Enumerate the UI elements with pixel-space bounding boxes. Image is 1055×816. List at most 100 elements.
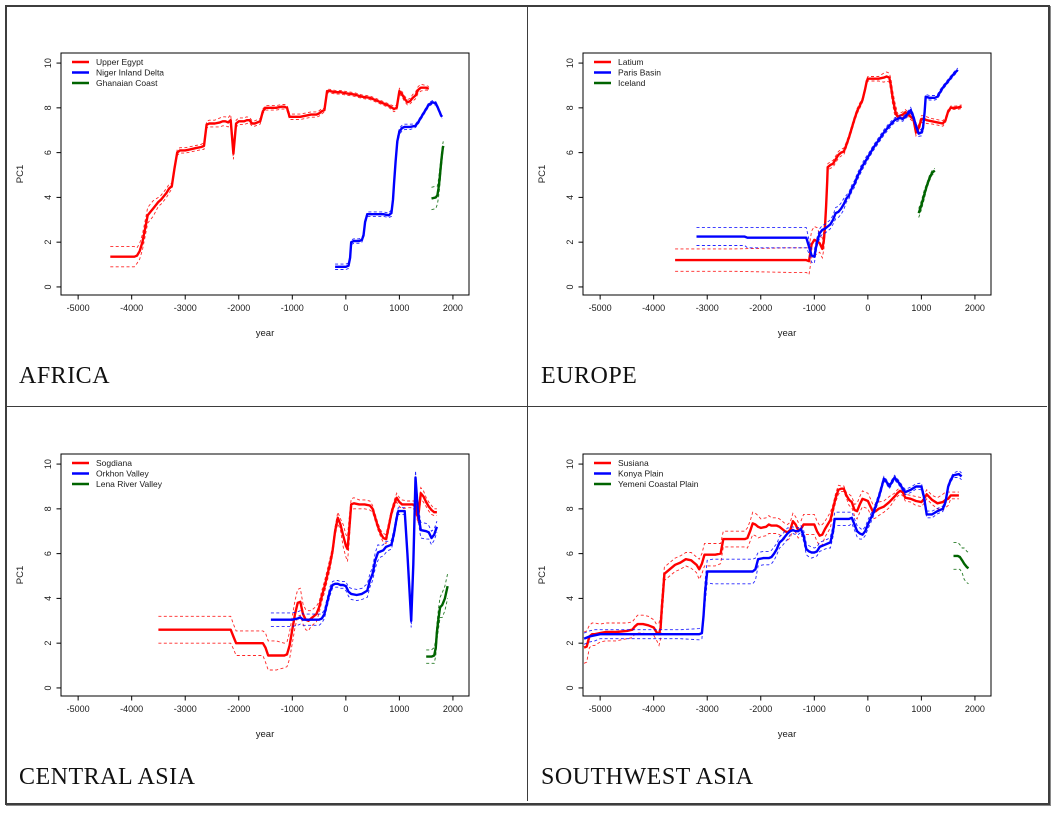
y-tick-label: 2 — [43, 240, 53, 245]
band-upper-latium — [675, 71, 962, 250]
y-tick-label: 4 — [565, 195, 575, 200]
x-tick-label: 2000 — [443, 303, 463, 313]
band-lower-lena-river-valley — [426, 598, 449, 664]
legend-label-upper-egypt: Upper Egypt — [96, 57, 144, 67]
band-upper-paris-basin — [696, 67, 959, 251]
x-tick-label: -2000 — [749, 704, 772, 714]
x-tick-label: 0 — [343, 704, 348, 714]
x-tick-label: -4000 — [120, 303, 143, 313]
series-line-konya-plain — [583, 472, 963, 640]
x-tick-label: 1000 — [911, 704, 931, 714]
x-axis: -5000 -4000 -3000 -2000 -1000 0 1000 2000 year — [589, 696, 985, 740]
x-tick-label: -5000 — [589, 704, 612, 714]
y-tick-label: 2 — [565, 240, 575, 245]
x-tick-label: 2000 — [443, 704, 463, 714]
plot-box — [60, 453, 470, 697]
series-line-susiana — [583, 487, 959, 649]
x-tick-label: -1000 — [281, 303, 304, 313]
y-tick-label: 8 — [43, 105, 53, 110]
y-tick-label: 2 — [565, 641, 575, 646]
band-lower-susiana — [583, 490, 959, 664]
y-axis: 0 2 4 6 8 10 PC1 — [537, 58, 583, 289]
y-tick-label: 10 — [43, 58, 53, 68]
legend-label-iceland: Iceland — [618, 78, 646, 88]
x-axis: -5000 -4000 -3000 -2000 -1000 0 1000 2000 year — [589, 295, 985, 339]
series-line-latium — [675, 75, 962, 263]
y-tick-label: 0 — [43, 284, 53, 289]
x-tick-label: -2000 — [227, 303, 250, 313]
x-tick-label: -1000 — [803, 704, 826, 714]
legend-label-susiana: Susiana — [618, 458, 649, 468]
series-ghanaian-coast — [431, 141, 445, 211]
y-tick-label: 8 — [565, 506, 575, 511]
y-tick-label: 0 — [43, 685, 53, 690]
y-axis-title: PC1 — [537, 566, 548, 584]
legend-label-lena-river-valley: Lena River Valley — [96, 479, 163, 489]
x-tick-label: 1000 — [389, 704, 409, 714]
band-lower-konya-plain — [583, 477, 962, 645]
series-iceland — [917, 167, 936, 218]
y-tick-label: 6 — [43, 150, 53, 155]
legend-label-niger-inland-delta: Niger Inland Delta — [96, 68, 164, 78]
x-axis: -5000 -4000 -3000 -2000 -1000 0 1000 2000 year — [67, 696, 463, 740]
plot-box — [582, 52, 992, 296]
band-lower-iceland — [918, 172, 936, 218]
vertical-divider — [527, 7, 528, 801]
series-paris-basin — [696, 67, 959, 265]
x-tick-label: -5000 — [67, 704, 90, 714]
y-axis-title: PC1 — [15, 566, 26, 584]
series-susiana — [583, 484, 959, 664]
series-niger-inland-delta — [335, 100, 444, 270]
panel-europe: -5000 -4000 -3000 -2000 -1000 0 1000 2000 year 0 2… — [529, 7, 1049, 405]
series-lena-river-valley — [426, 573, 449, 664]
y-tick-label: 6 — [43, 551, 53, 556]
y-axis: 0 2 4 6 8 10 PC1 — [15, 58, 61, 289]
legend-label-konya-plain: Konya Plain — [618, 469, 664, 479]
y-tick-label: 6 — [565, 551, 575, 556]
outer-border — [5, 5, 1050, 805]
x-tick-label: -4000 — [642, 303, 665, 313]
y-tick-label: 2 — [43, 641, 53, 646]
legend-label-yemeni-coastal-plain: Yemeni Coastal Plain — [618, 479, 699, 489]
horizontal-divider — [7, 406, 1047, 407]
legend-label-orkhon-valley: Orkhon Valley — [96, 469, 150, 479]
x-tick-label: -2000 — [749, 303, 772, 313]
x-tick-label: 0 — [343, 303, 348, 313]
series-line-ghanaian-coast — [431, 145, 445, 200]
band-lower-yemeni-coastal-plain — [953, 568, 969, 585]
y-tick-label: 4 — [43, 195, 53, 200]
x-tick-label: 2000 — [965, 303, 985, 313]
band-upper-niger-inland-delta — [335, 100, 443, 265]
plot-box — [60, 52, 470, 296]
y-axis-title: PC1 — [15, 165, 26, 183]
x-tick-label: -5000 — [67, 303, 90, 313]
chart-central-asia: -5000 -4000 -3000 -2000 -1000 0 1000 2000 year 0 2… — [15, 453, 470, 740]
series-yemeni-coastal-plain — [953, 541, 970, 585]
x-axis-title: year — [778, 328, 796, 339]
x-tick-label: 1000 — [389, 303, 409, 313]
band-upper-yemeni-coastal-plain — [953, 541, 969, 553]
x-tick-label: -2000 — [227, 704, 250, 714]
x-axis: -5000 -4000 -3000 -2000 -1000 0 1000 2000 year — [67, 295, 463, 339]
x-tick-label: -3000 — [696, 704, 719, 714]
x-tick-label: -1000 — [803, 303, 826, 313]
series-line-yemeni-coastal-plain — [953, 554, 970, 570]
band-upper-sogdiana — [158, 486, 437, 644]
band-lower-upper-egypt — [110, 89, 429, 268]
legend-label-sogdiana: Sogdiana — [96, 458, 132, 468]
x-tick-label: -4000 — [642, 704, 665, 714]
band-upper-susiana — [583, 484, 959, 633]
x-tick-label: -1000 — [281, 704, 304, 714]
x-tick-label: 2000 — [965, 704, 985, 714]
x-axis-title: year — [778, 729, 796, 740]
series-line-iceland — [917, 169, 936, 214]
x-tick-label: -5000 — [589, 303, 612, 313]
y-tick-label: 6 — [565, 150, 575, 155]
y-tick-label: 0 — [565, 284, 575, 289]
chart-africa: -5000 -4000 -3000 -2000 -1000 0 1000 2000 year 0 2… — [15, 52, 470, 339]
legend-label-paris-basin: Paris Basin — [618, 68, 661, 78]
panel-central-asia: -5000 -4000 -3000 -2000 -1000 0 1000 2000 year 0 2… — [7, 408, 527, 806]
y-tick-label: 4 — [565, 596, 575, 601]
